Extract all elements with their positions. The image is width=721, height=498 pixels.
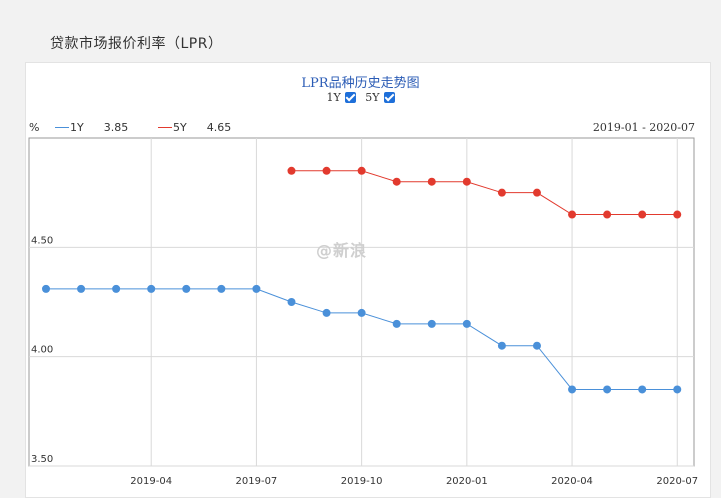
x-tick-label: 2020-04 — [551, 476, 593, 487]
checkbox-1y[interactable] — [344, 92, 356, 103]
data-point-1y — [182, 284, 191, 293]
data-point-1y — [357, 308, 366, 317]
data-point-1y — [392, 319, 401, 328]
date-range: 2019-01 - 2020-07 — [592, 121, 695, 134]
data-point-5y — [532, 188, 541, 197]
y-tick-label: 4.50 — [31, 235, 53, 246]
toggle-5y-label: 5Y — [365, 91, 380, 104]
legend-name-1y: 1Y — [70, 121, 84, 134]
data-point-1y — [603, 385, 612, 394]
data-point-5y — [638, 210, 647, 219]
data-point-5y — [673, 210, 682, 219]
legend-item-1y: 1Y 3.85 — [55, 121, 128, 134]
page-title: 贷款市场报价利率（LPR） — [50, 36, 223, 52]
data-point-5y — [462, 177, 471, 186]
legend-line-5y — [158, 127, 172, 128]
y-tick-label: 3.50 — [31, 454, 53, 465]
y-tick-label: 4.00 — [31, 345, 53, 356]
data-point-5y — [357, 166, 366, 175]
data-point-1y — [497, 341, 506, 350]
legend-name-5y: 5Y — [173, 121, 187, 134]
toggle-1y[interactable]: 1Y — [326, 91, 356, 104]
series-toggles: 1Y 5Y — [0, 91, 721, 104]
data-point-1y — [462, 319, 471, 328]
legend-value-1y: 3.85 — [103, 121, 129, 134]
data-point-1y — [673, 385, 682, 394]
data-point-5y — [603, 210, 612, 219]
legend-item-5y: 5Y 4.65 — [158, 121, 231, 134]
toggle-5y[interactable]: 5Y — [365, 91, 395, 104]
x-tick-label: 2019-04 — [130, 476, 172, 487]
data-point-1y — [147, 284, 156, 293]
data-point-5y — [392, 177, 401, 186]
data-point-1y — [638, 385, 647, 394]
chart-card — [25, 62, 711, 498]
data-point-5y — [322, 166, 331, 175]
data-point-1y — [77, 284, 86, 293]
series-line-5y — [291, 170, 678, 216]
data-point-1y — [427, 319, 436, 328]
data-point-1y — [322, 308, 331, 317]
data-point-1y — [532, 341, 541, 350]
x-tick-label: 2019-07 — [236, 476, 278, 487]
x-tick-label: 2020-01 — [446, 476, 488, 487]
data-point-5y — [497, 188, 506, 197]
data-point-1y — [287, 298, 296, 306]
checkbox-5y[interactable] — [383, 92, 395, 103]
data-point-5y — [568, 210, 577, 219]
unit-label: % — [29, 121, 40, 134]
chart-title: LPR品种历史走势图 — [301, 76, 420, 91]
data-point-1y — [112, 284, 121, 293]
x-tick-label: 2020-07 — [656, 476, 698, 487]
data-point-1y — [217, 284, 226, 293]
legend-line-1y — [55, 127, 69, 128]
watermark: @新浪 — [316, 241, 368, 260]
x-tick-label: 2019-10 — [341, 476, 383, 487]
data-point-5y — [287, 166, 296, 175]
data-point-1y — [252, 284, 261, 293]
data-point-1y — [42, 284, 50, 293]
legend-value-5y: 4.65 — [206, 121, 232, 134]
data-point-5y — [427, 177, 436, 186]
toggle-1y-label: 1Y — [326, 91, 341, 104]
data-point-1y — [568, 385, 577, 394]
